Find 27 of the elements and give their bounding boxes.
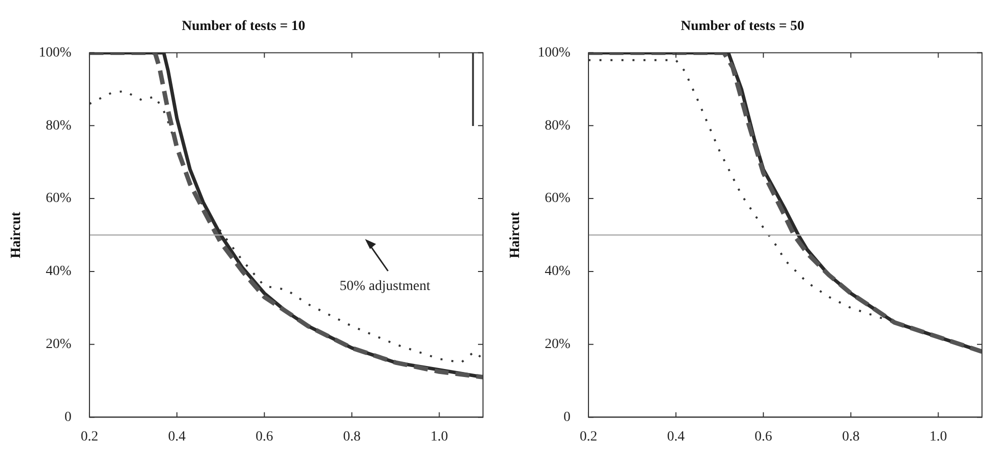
y-tick-label: 20% <box>46 336 72 352</box>
y-tick-label: 80% <box>46 118 72 134</box>
y-tick-label: 0 <box>64 410 72 425</box>
x-tick-label: 0.8 <box>842 429 860 444</box>
y-axis-title: Haircut <box>9 211 24 258</box>
x-tick-label: 0.8 <box>343 429 361 444</box>
x-tick-label: 0.4 <box>168 429 186 444</box>
y-tick-label: 100% <box>38 45 72 60</box>
y-tick-label: 40% <box>544 264 571 280</box>
y-tick-label: 60% <box>46 191 72 206</box>
x-tick-label: 0.2 <box>80 429 98 444</box>
x-tick-label: 0.6 <box>256 429 274 444</box>
x-tick-label: 0.6 <box>754 429 772 444</box>
y-tick-label: 40% <box>46 264 72 280</box>
y-tick-label: 100% <box>538 45 571 60</box>
x-tick-label: 0.4 <box>667 429 685 444</box>
x-tick-label: 1.0 <box>930 429 948 444</box>
annotation: 50% adjustment <box>340 279 430 294</box>
y-tick-label: 0 <box>563 410 570 425</box>
y-tick-label: 80% <box>544 118 571 134</box>
chart-title: Number of tests = 10 <box>182 19 306 34</box>
x-tick-label: 1.0 <box>430 429 448 444</box>
chart-title: Number of tests = 50 <box>680 19 804 34</box>
x-tick-label: 0.2 <box>580 429 598 444</box>
y-tick-label: 60% <box>544 191 571 206</box>
y-axis-title: Haircut <box>508 211 524 258</box>
y-tick-label: 20% <box>544 336 571 352</box>
